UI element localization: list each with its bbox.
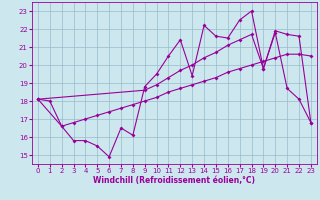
X-axis label: Windchill (Refroidissement éolien,°C): Windchill (Refroidissement éolien,°C) (93, 176, 255, 185)
